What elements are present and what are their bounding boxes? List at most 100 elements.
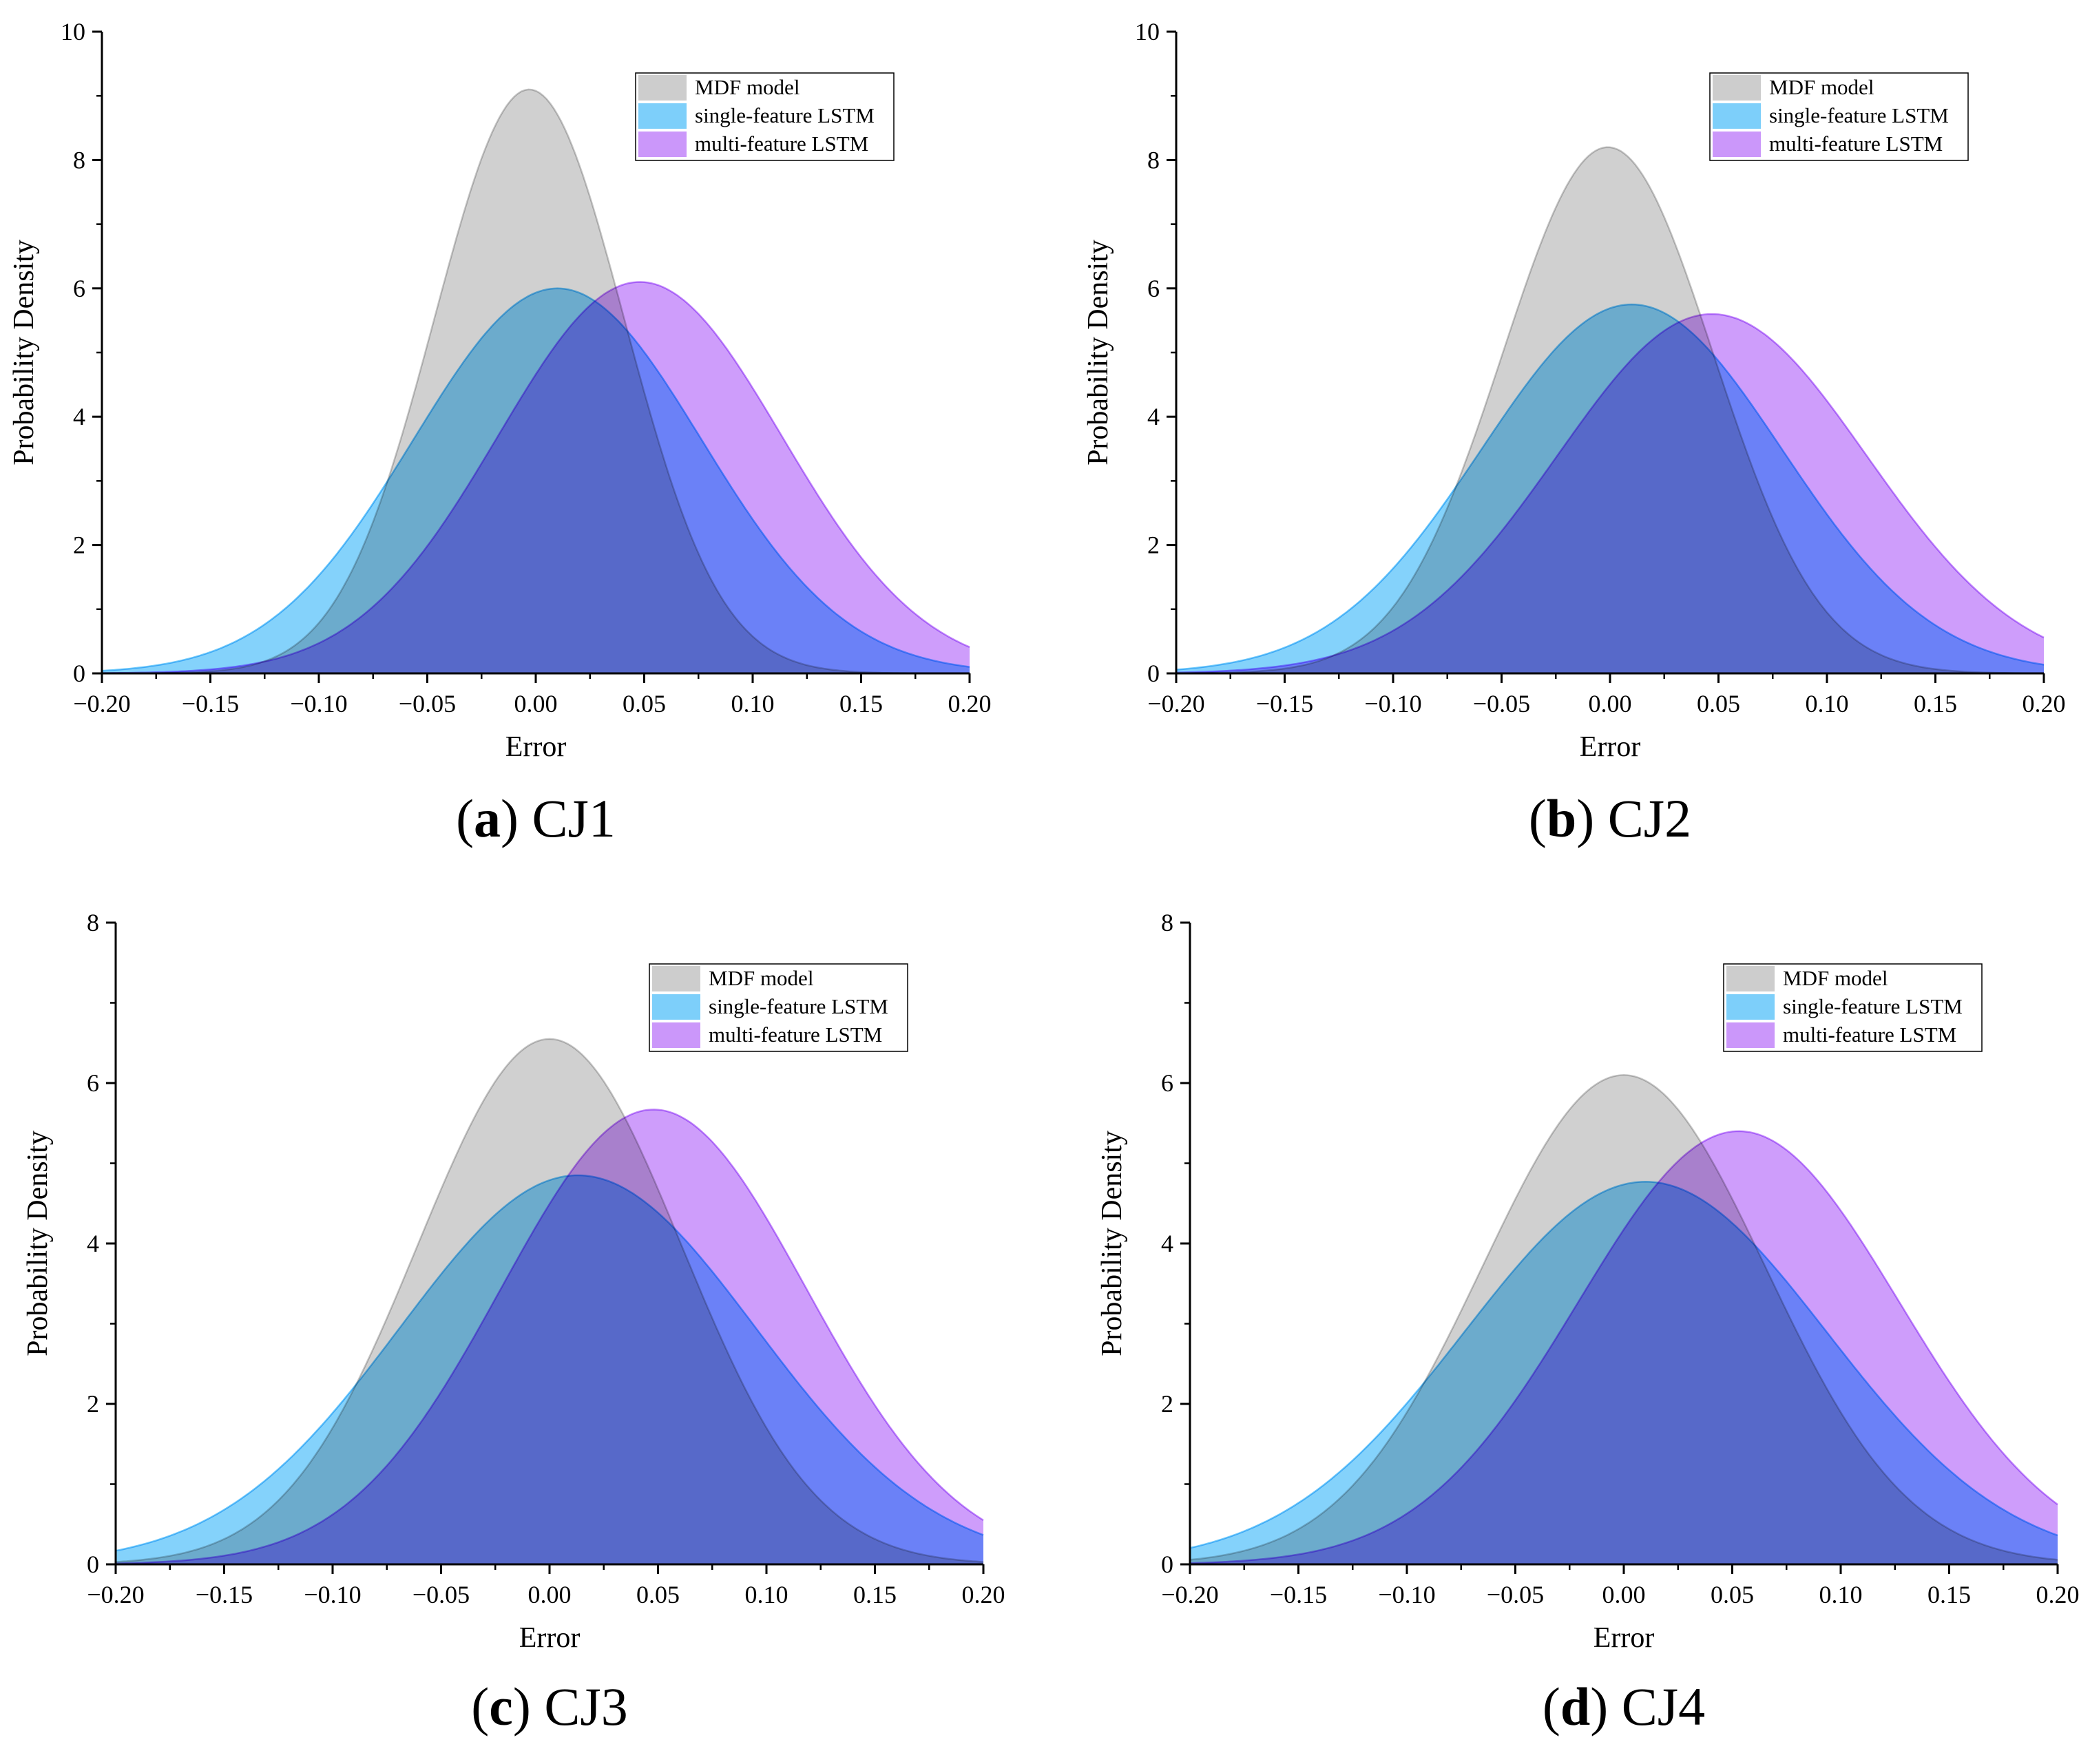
y-tick-label: 8	[87, 909, 99, 936]
legend-label: MDF model	[1769, 75, 1874, 99]
legend-swatch	[1713, 103, 1761, 129]
y-tick-label: 2	[73, 532, 85, 559]
x-tick-label: −0.05	[1487, 1581, 1544, 1608]
y-tick-label: 2	[1161, 1390, 1173, 1418]
legend-label: multi-feature LSTM	[1783, 1022, 1956, 1047]
legend-label: multi-feature LSTM	[709, 1022, 882, 1047]
y-tick-label: 6	[87, 1069, 99, 1097]
y-tick-label: 8	[73, 146, 85, 174]
legend-swatch	[652, 966, 700, 991]
y-tick-label: 2	[87, 1390, 99, 1418]
x-tick-label: 0.10	[731, 690, 775, 717]
legend-label: MDF model	[709, 966, 813, 990]
legend-swatch	[1726, 994, 1775, 1020]
y-tick-label: 8	[1147, 146, 1160, 174]
chart-panel-a: −0.20 −0.15 −0.10 −0.05 0.00 0.05 0.10 0.15 0.20…	[8, 18, 992, 848]
legend-swatch	[1713, 75, 1761, 101]
y-tick-label: 4	[87, 1230, 99, 1257]
density-areas	[1175, 146, 2045, 675]
y-tick-label: 10	[61, 18, 85, 45]
x-tick-label: −0.15	[1256, 690, 1313, 717]
chart-panel-d: −0.20 −0.15 −0.10 −0.05 0.00 0.05 0.10 0.15 0.20…	[1096, 909, 2080, 1736]
y-tick-label: 6	[1147, 275, 1160, 302]
x-tick-label: 0.15	[1927, 1581, 1971, 1608]
legend-label: multi-feature LSTM	[1769, 132, 1943, 156]
x-tick-label: 0.15	[1914, 690, 1957, 717]
x-tick-label: 0.15	[839, 690, 883, 717]
x-tick-label: −0.15	[196, 1581, 253, 1608]
x-tick-label: 0.10	[1819, 1581, 1863, 1608]
x-tick-label: 0.05	[1711, 1581, 1754, 1608]
density-curve-multi-feature-lstm	[1175, 313, 2045, 673]
x-tick-label: −0.20	[87, 1581, 144, 1608]
x-tick-label: 0.20	[2023, 690, 2066, 717]
legend-label: MDF model	[1783, 966, 1888, 990]
density-area-multi-feature-lstm	[116, 1109, 983, 1564]
panel-caption: (a) CJ1	[456, 788, 616, 848]
density-areas	[115, 1038, 984, 1564]
density-area-multi-feature-lstm	[1176, 314, 2044, 674]
y-tick-label: 6	[73, 275, 85, 302]
panel-caption-letter: c	[489, 1677, 513, 1736]
legend-label: single-feature LSTM	[709, 994, 888, 1018]
x-tick-label: −0.10	[1364, 690, 1421, 717]
density-area-multi-feature-lstm	[102, 282, 970, 673]
x-tick-label: −0.05	[412, 1581, 470, 1608]
panel-caption-letter: a	[474, 788, 501, 848]
x-tick-label: −0.20	[1147, 690, 1204, 717]
y-tick-label: 4	[73, 403, 85, 430]
density-area-multi-feature-lstm	[1190, 1131, 2058, 1564]
panel-caption-letter: d	[1560, 1677, 1590, 1736]
x-tick-label: −0.10	[1378, 1581, 1435, 1608]
x-tick-label: 0.05	[623, 690, 666, 717]
x-tick-label: 0.20	[2036, 1581, 2080, 1608]
x-tick-label: −0.10	[290, 690, 347, 717]
legend: MDF model single-feature LSTM multi-featur…	[1723, 963, 1983, 1052]
x-tick-label: −0.05	[399, 690, 456, 717]
x-tick-label: −0.20	[1161, 1581, 1218, 1608]
x-tick-label: 0.00	[1602, 1581, 1646, 1608]
x-axis-title: Error	[505, 731, 567, 763]
y-axis-title: Probability Density	[8, 240, 40, 465]
legend: MDF model single-feature LSTM multi-featur…	[635, 72, 895, 161]
x-tick-label: −0.05	[1473, 690, 1530, 717]
chart-panel-c: −0.20 −0.15 −0.10 −0.05 0.00 0.05 0.10 0.15 0.20…	[22, 909, 1005, 1736]
y-tick-label: 4	[1147, 403, 1160, 430]
y-tick-label: 0	[87, 1551, 99, 1578]
y-axis-title: Probability Density	[1096, 1131, 1128, 1356]
y-tick-label: 6	[1161, 1069, 1173, 1097]
y-tick-label: 4	[1161, 1230, 1173, 1257]
x-tick-label: 0.00	[1589, 690, 1632, 717]
x-axis-title: Error	[1593, 1622, 1655, 1654]
x-tick-label: 0.10	[745, 1581, 788, 1608]
panel-caption: (c) CJ3	[471, 1677, 627, 1736]
panel-caption-title: CJ2	[1608, 788, 1691, 848]
panel-caption: (d) CJ4	[1543, 1677, 1705, 1736]
legend-swatch	[652, 994, 700, 1020]
legend-swatch	[638, 103, 687, 129]
legend: MDF model single-feature LSTM multi-featur…	[1709, 72, 1969, 161]
legend-label: single-feature LSTM	[1783, 994, 1963, 1018]
legend-swatch	[638, 75, 687, 101]
x-axis-title: Error	[519, 1622, 581, 1654]
legend-swatch	[1726, 1022, 1775, 1048]
x-tick-label: 0.20	[962, 1581, 1005, 1608]
density-curve-multi-feature-lstm	[115, 1109, 984, 1564]
y-tick-label: 0	[73, 660, 85, 687]
x-tick-label: −0.20	[73, 690, 130, 717]
legend-label: multi-feature LSTM	[695, 132, 868, 156]
y-tick-label: 8	[1161, 909, 1173, 936]
legend: MDF model single-feature LSTM multi-featur…	[649, 963, 908, 1052]
panel-caption-title: CJ3	[544, 1677, 627, 1736]
x-tick-label: 0.05	[636, 1581, 680, 1608]
x-axis-title: Error	[1580, 731, 1641, 763]
density-curve-multi-feature-lstm	[101, 281, 970, 674]
panel-caption-title: CJ4	[1622, 1677, 1705, 1736]
legend-label: single-feature LSTM	[1769, 103, 1949, 127]
panel-caption-title: CJ1	[532, 788, 616, 848]
x-tick-label: −0.15	[1270, 1581, 1327, 1608]
legend-swatch	[1726, 966, 1775, 991]
legend-label: single-feature LSTM	[695, 103, 875, 127]
x-tick-label: 0.00	[528, 1581, 572, 1608]
